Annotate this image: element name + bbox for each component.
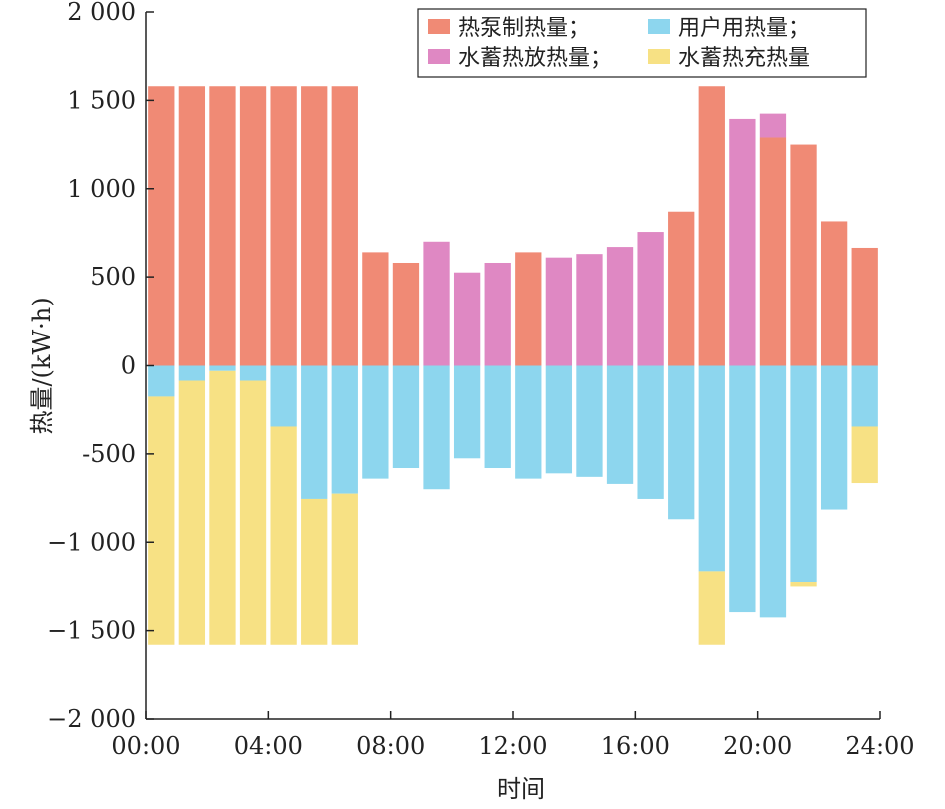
y-tick-label: −1 000 <box>47 528 136 556</box>
bar-4-hour-1 <box>148 396 175 645</box>
bar-1-hour-7 <box>331 86 358 366</box>
y-tick-label: 1 500 <box>67 86 136 114</box>
legend-label: 水蓄热充热量 <box>678 46 810 71</box>
bar-3-hour-23 <box>820 365 848 510</box>
bar-2-hour-15 <box>576 254 603 366</box>
legend-swatch <box>428 19 450 34</box>
bar-3-hour-22 <box>790 365 817 583</box>
y-tick-label: -500 <box>82 440 136 468</box>
bar-3-hour-1 <box>148 365 175 397</box>
bar-1-hour-22 <box>790 144 817 366</box>
bar-1-hour-6 <box>301 86 328 366</box>
y-tick-label: 1 000 <box>67 175 136 203</box>
y-tick-label: −2 000 <box>47 705 136 733</box>
y-tick-label: −1 500 <box>47 617 136 645</box>
bar-2-hour-16 <box>606 247 634 366</box>
bar-4-hour-19 <box>698 571 725 645</box>
x-tick-label: 16:00 <box>601 732 670 760</box>
bar-3-hour-10 <box>423 365 450 490</box>
bar-3-hour-3 <box>209 365 236 371</box>
bar-3-hour-14 <box>545 365 573 474</box>
bar-1-hour-1 <box>148 86 175 366</box>
bar-1-hour-21 <box>759 137 787 366</box>
bar-3-hour-12 <box>484 365 511 469</box>
bar-1-hour-23 <box>820 221 848 366</box>
bar-1-hour-4 <box>239 86 267 366</box>
bar-3-hour-8 <box>362 365 389 479</box>
bar-1-hour-13 <box>515 252 542 366</box>
bar-3-hour-20 <box>729 365 756 613</box>
legend-label: 热泵制热量； <box>458 16 590 41</box>
y-ticks-group: 2 000 1 500 1 000 500 0 -500 −1 000 −1 500 −2 00… <box>47 0 154 733</box>
bar-2-hour-10 <box>423 241 450 366</box>
y-tick-label: 500 <box>90 263 136 291</box>
bar-3-hour-6 <box>301 365 328 499</box>
legend-swatch <box>648 19 670 34</box>
y-tick-label: 0 <box>121 352 136 380</box>
bar-3-hour-9 <box>392 365 420 469</box>
bar-4-hour-22 <box>790 582 817 587</box>
legend: 热泵制热量； 用户用热量； 水蓄热放热量； 水蓄热充热量 <box>417 8 867 78</box>
bar-3-hour-21 <box>759 365 787 618</box>
bar-4-hour-3 <box>209 370 236 645</box>
bar-4-hour-24 <box>851 426 878 484</box>
bar-3-hour-2 <box>178 365 206 381</box>
bar-2-hour-12 <box>484 262 511 366</box>
bar-1-hour-2 <box>178 86 206 366</box>
bar-3-hour-17 <box>637 365 664 499</box>
bar-3-hour-19 <box>698 365 725 572</box>
bar-3-hour-5 <box>270 365 297 427</box>
bar-2-hour-17 <box>637 232 664 366</box>
bar-1-hour-5 <box>270 86 297 366</box>
legend-label: 用户用热量； <box>678 16 810 41</box>
bar-4-hour-2 <box>178 380 206 645</box>
bar-3-hour-24 <box>851 365 878 427</box>
bar-4-hour-6 <box>301 498 328 645</box>
bar-2-hour-11 <box>453 272 481 366</box>
x-tick-label: 00:00 <box>111 732 180 760</box>
bar-3-hour-4 <box>239 365 267 381</box>
bar-3-hour-16 <box>606 365 634 484</box>
x-tick-label: 08:00 <box>356 732 425 760</box>
x-tick-label: 20:00 <box>723 732 792 760</box>
bar-2-hour-14 <box>545 257 573 366</box>
x-axis-title: 时间 <box>497 775 545 803</box>
bar-3-hour-15 <box>576 365 603 477</box>
x-tick-label: 24:00 <box>845 732 914 760</box>
legend-label: 水蓄热放热量； <box>458 46 612 71</box>
bar-3-hour-18 <box>668 365 695 520</box>
bar-4-hour-7 <box>331 493 358 645</box>
bar-1-hour-24 <box>851 247 878 366</box>
x-tick-label: 04:00 <box>234 732 303 760</box>
bar-1-hour-9 <box>392 262 420 366</box>
legend-swatch <box>648 49 670 64</box>
y-axis-title: 热量/(kW·h) <box>28 297 56 434</box>
bars-group <box>148 86 878 645</box>
bar-3-hour-7 <box>331 365 358 494</box>
bar-4-hour-5 <box>270 426 297 645</box>
x-tick-label: 12:00 <box>478 732 547 760</box>
bar-1-hour-18 <box>668 211 695 366</box>
y-tick-label: 2 000 <box>67 0 136 26</box>
bar-2-hour-21 <box>759 113 787 138</box>
legend-swatch <box>428 49 450 64</box>
bar-3-hour-13 <box>515 365 542 479</box>
bar-1-hour-19 <box>698 86 725 366</box>
x-ticks-group: 00:00 04:00 08:00 12:00 16:00 20:00 24:00 <box>111 711 915 760</box>
bar-4-hour-4 <box>239 380 267 645</box>
bar-1-hour-8 <box>362 252 389 366</box>
bar-3-hour-11 <box>453 365 481 459</box>
bar-2-hour-20 <box>729 118 756 366</box>
bar-1-hour-3 <box>209 86 236 366</box>
legend-box <box>417 8 867 78</box>
